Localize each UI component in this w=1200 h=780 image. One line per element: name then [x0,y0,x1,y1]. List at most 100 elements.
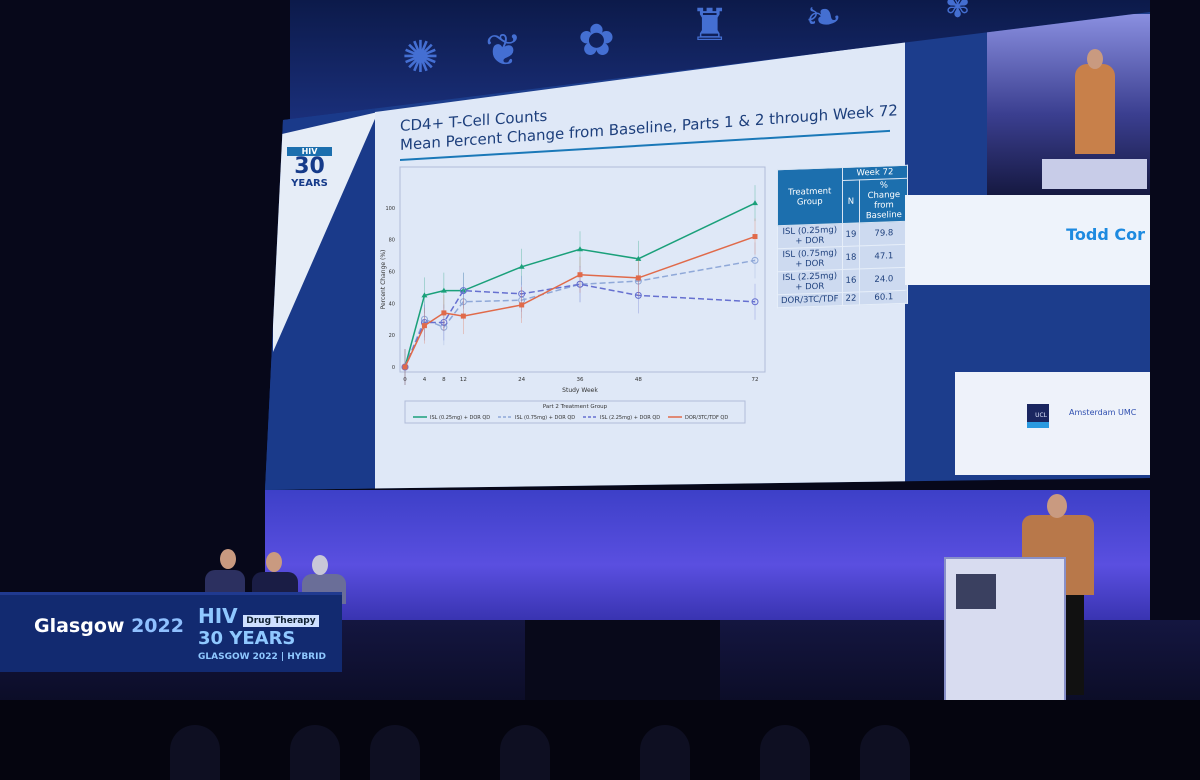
data-point [751,256,759,264]
audience-member [500,725,550,780]
speaker-legs [1062,595,1084,695]
x-tick-label: 12 [460,377,467,383]
swirl-icon: ✺ [402,32,439,83]
data-point [751,298,759,306]
data-point [635,275,641,281]
y-axis-label: Percent Change (%) [380,250,387,310]
series-line [404,202,756,368]
cell-n: 22 [842,291,860,306]
col-change: % Change from Baseline [859,178,908,223]
affiliation-logos: UCL Amsterdam UMC [955,372,1150,475]
data-point [459,287,467,295]
audience [0,700,1200,780]
data-point [440,287,447,293]
x-tick-label: 4 [423,377,427,383]
data-point [519,302,525,308]
col-treatment: Treatment Group [777,167,843,226]
panelist-head [220,549,236,569]
banner-year: 2022 [131,615,184,637]
data-point [577,246,583,252]
speaker-figure [1075,64,1115,154]
logo-number: 30 [294,154,325,179]
cell-group: DOR/3TC/TDF [777,292,843,308]
logo-30-years: 30 YEARS [198,628,296,649]
plot-frame [399,166,766,373]
thistle-icon: ✾ [945,0,971,25]
podium-in-video [1042,159,1147,189]
cell-n: 19 [842,222,860,247]
data-point [635,255,642,261]
data-point [577,272,583,278]
data-point [518,263,525,269]
speaker-head [1087,49,1103,69]
logo-hiv: HIV [198,604,238,628]
cell-n: 18 [842,245,860,270]
data-point [460,313,466,319]
flower-icon: ✿ [578,15,615,66]
audience-member [640,725,690,780]
audience-member [170,725,220,780]
logo-prefix: HIV [287,147,332,156]
col-n: N [842,179,860,224]
legend-title: Part 2 Treatment Group [543,404,608,410]
panelist-head [312,555,328,575]
leaf-icon: ❦ [485,25,522,76]
speaker-head [1047,494,1067,518]
week72-table: Treatment Group Week 72 N% Change from Ba… [777,165,908,309]
amsterdam-umc-logo: Amsterdam UMC [1069,408,1137,417]
x-tick-label: 24 [518,377,525,383]
cd4-chart: 0204060801000481224364872Study WeekPerce… [380,166,766,424]
audience-member [760,725,810,780]
series-line [404,235,756,368]
vine-icon: ❧ [805,0,842,43]
series-line [404,283,756,368]
logo-badge: Drug Therapy [243,615,319,627]
cell-change: 24.0 [859,267,908,292]
cell-group: ISL (2.25mg) + DOR [777,269,843,295]
y-tick-label: 0 [392,365,395,371]
legend-label: ISL (0.75mg) + DOR QD [515,415,575,421]
y-tick-label: 40 [389,301,395,307]
data-point [402,364,408,370]
x-axis-label: Study Week [562,387,598,394]
audience-member [860,725,910,780]
speaker-name: Todd Cor [1066,225,1145,244]
data-point [752,200,758,206]
x-tick-label: 48 [635,377,642,383]
data-point [752,234,758,240]
data-point [441,310,447,316]
podium-screen [956,574,996,609]
legend-label: ISL (0.25mg) + DOR QD [430,415,490,421]
y-tick-label: 20 [389,333,395,339]
data-point [421,323,427,329]
x-tick-label: 36 [577,377,584,383]
series-line [404,259,756,368]
podium [944,557,1066,705]
hiv-30-years-logo: HIV 30 YEARS [287,147,332,189]
speaker-name-bar: Todd Cor [905,195,1150,285]
cell-group: ISL (0.25mg) + DOR [777,223,843,249]
cell-change: 47.1 [859,244,908,269]
panel-table: Glasgow 2022 HIV Drug Therapy 30 YEARS G… [0,592,342,672]
hiv-drug-therapy-logo: HIV Drug Therapy 30 YEARS GLASGOW 2022 |… [198,604,326,666]
cell-group: ISL (0.75mg) + DOR [777,246,843,272]
logo-glasgow-hybrid: GLASGOW 2022 | HYBRID [198,652,326,662]
legend-label: DOR/3TC/TDF QD [685,415,728,421]
stage-monitor [525,620,720,700]
banner-city: Glasgow [34,615,125,637]
audience-member [370,725,420,780]
data-point [421,292,428,298]
cell-n: 16 [842,268,860,293]
glasgow-banner: Glasgow 2022 [34,615,184,637]
y-tick-label: 80 [389,238,395,244]
lighthouse-icon: ♜ [690,0,730,51]
legend-box [404,400,746,424]
y-tick-label: 100 [385,206,395,212]
x-tick-label: 8 [442,377,446,383]
y-tick-label: 60 [389,270,395,276]
legend-label: ISL (2.25mg) + DOR QD [600,415,660,421]
speaker-video-feed [987,14,1150,196]
panelist-head [266,552,282,572]
logo-word: YEARS [291,178,328,189]
cell-change: 79.8 [859,221,908,246]
